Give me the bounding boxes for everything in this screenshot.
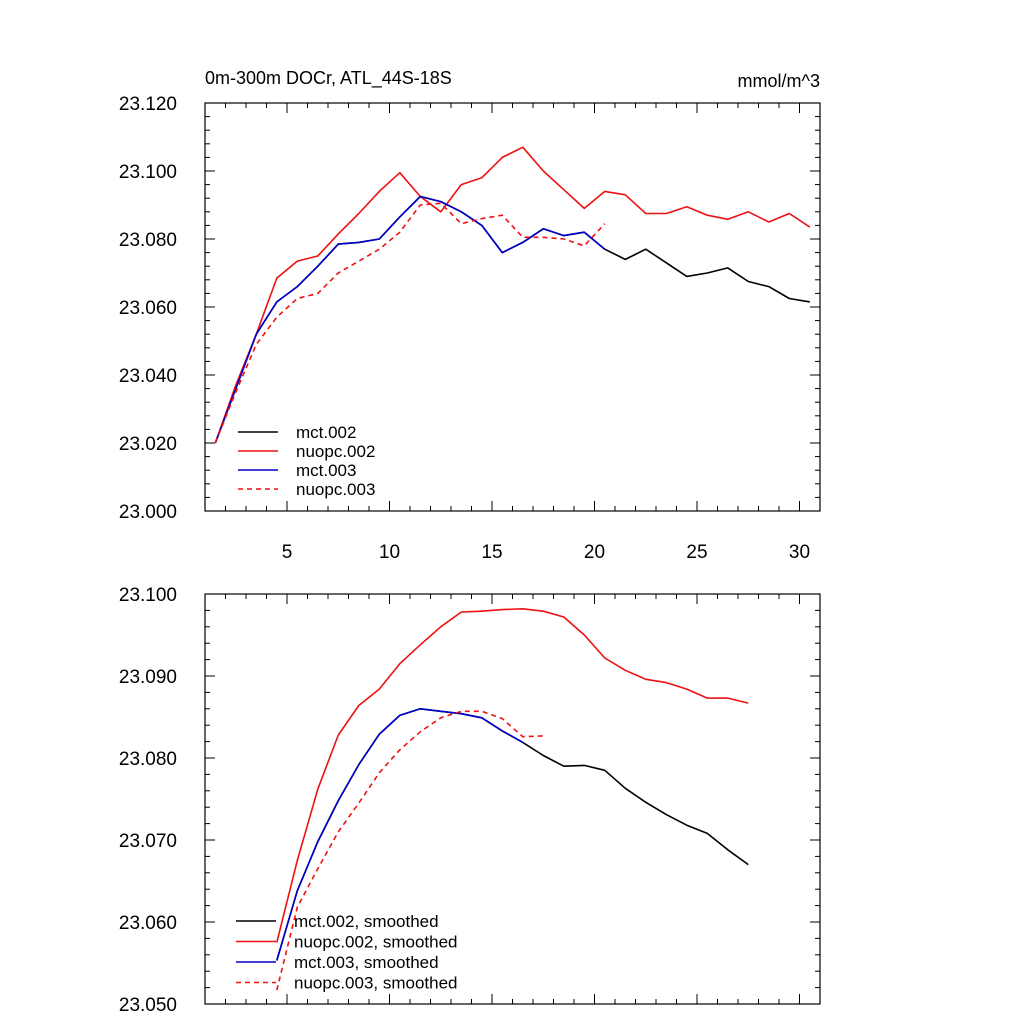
legend-label: nuopc.002, smoothed (294, 933, 458, 952)
legend-label: mct.002, smoothed (294, 912, 439, 931)
y-tick-label: 23.060 (119, 913, 177, 934)
y-tick-label: 23.040 (119, 366, 177, 387)
y-tick-label: 23.080 (119, 749, 177, 770)
x-tick-label: 25 (686, 542, 707, 563)
y-tick-label: 23.080 (119, 230, 177, 251)
y-tick-label: 23.000 (119, 502, 177, 523)
y-tick-label: 23.120 (119, 94, 177, 115)
legend-label: nuopc.003, smoothed (294, 974, 458, 993)
series-line-nuopc-003 (214, 202, 606, 444)
bottom-panel-axes: 23.050 23.060 23.070 23.080 23.090 23.100 (119, 585, 821, 1016)
top-panel-units: mmol/m^3 (738, 71, 820, 91)
x-tick-label: 30 (789, 542, 810, 563)
bottom-panel-legend: mct.002, smoothed nuopc.002, smoothedmct.… (236, 912, 458, 993)
legend-label: nuopc.002 (296, 442, 375, 461)
top-panel-axes: 23.000 23.020 23.040 23.060 23.080 23.100 23.1… (119, 94, 821, 563)
y-tick-label: 23.060 (119, 298, 177, 319)
series-line-mct-003 (214, 195, 606, 444)
y-tick-label: 23.100 (119, 162, 177, 183)
top-panel-frame (204, 102, 821, 512)
series-line-nuopc-002-smoothed (276, 607, 749, 943)
top-panel-title: 0m-300m DOCr, ATL_44S-18S (205, 68, 452, 89)
y-tick-label: 23.020 (119, 434, 177, 455)
series-line-nuopc-003-smoothed (276, 710, 544, 991)
bottom-panel-frame (204, 593, 821, 1005)
x-tick-label: 10 (379, 542, 400, 563)
y-tick-label: 23.050 (119, 995, 177, 1016)
y-tick-label: 23.070 (119, 831, 177, 852)
series-line-mct-002 (214, 195, 810, 444)
legend-label: mct.002 (296, 423, 356, 442)
legend-label: nuopc.003 (296, 480, 375, 499)
y-tick-label: 23.090 (119, 667, 177, 688)
series-line-mct-003-smoothed (276, 707, 524, 961)
x-tick-label: 15 (481, 542, 502, 563)
top-panel: 0m-300m DOCr, ATL_44S-18S mmol/m^3 23.00… (119, 68, 821, 563)
x-tick-label: 20 (584, 542, 605, 563)
series-line-nuopc-002 (214, 146, 811, 444)
legend-label: mct.003, smoothed (294, 953, 439, 972)
bottom-panel: 23.050 23.060 23.070 23.080 23.090 23.100 mct… (119, 585, 821, 1016)
bottom-panel-series (276, 607, 749, 991)
top-panel-series (214, 146, 811, 444)
y-tick-label: 23.100 (119, 585, 177, 606)
legend-label: mct.003 (296, 461, 356, 480)
x-tick-label: 5 (282, 542, 293, 563)
